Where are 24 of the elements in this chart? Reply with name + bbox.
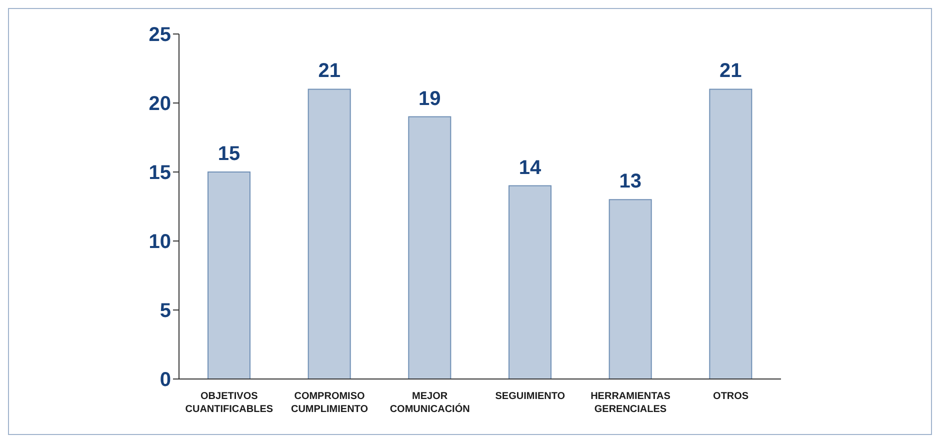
y-tick-label: 5 — [160, 300, 171, 322]
y-tick-label: 0 — [160, 369, 171, 392]
data-label: 19 — [418, 88, 441, 110]
y-tick-label: 20 — [148, 93, 171, 116]
data-label: 14 — [518, 156, 542, 179]
x-tick-label: OTROS — [713, 391, 749, 402]
bar — [508, 185, 552, 379]
x-tick-label: OBJETIVOS CUANTIFICABLES — [185, 391, 274, 415]
bar — [308, 88, 351, 379]
x-tick-label: MEJOR COMUNICACIÓN — [390, 391, 470, 415]
data-label: 15 — [218, 143, 240, 165]
data-label: 21 — [318, 60, 340, 82]
y-tick-label: 15 — [148, 162, 171, 184]
y-tick-label: 10 — [148, 231, 171, 254]
x-tick-label: SEGUIMIENTO — [495, 391, 566, 402]
data-label: 13 — [619, 170, 642, 193]
bar — [709, 88, 752, 379]
bar — [608, 199, 652, 379]
bar — [408, 116, 452, 379]
x-tick-label: COMPROMISO CUMPLIMIENTO — [290, 391, 368, 415]
y-tick-label: 25 — [148, 24, 171, 46]
data-label: 21 — [720, 60, 742, 82]
x-tick-label: HERRAMIENTAS GERENCIALES — [590, 391, 671, 415]
bar — [208, 172, 250, 379]
